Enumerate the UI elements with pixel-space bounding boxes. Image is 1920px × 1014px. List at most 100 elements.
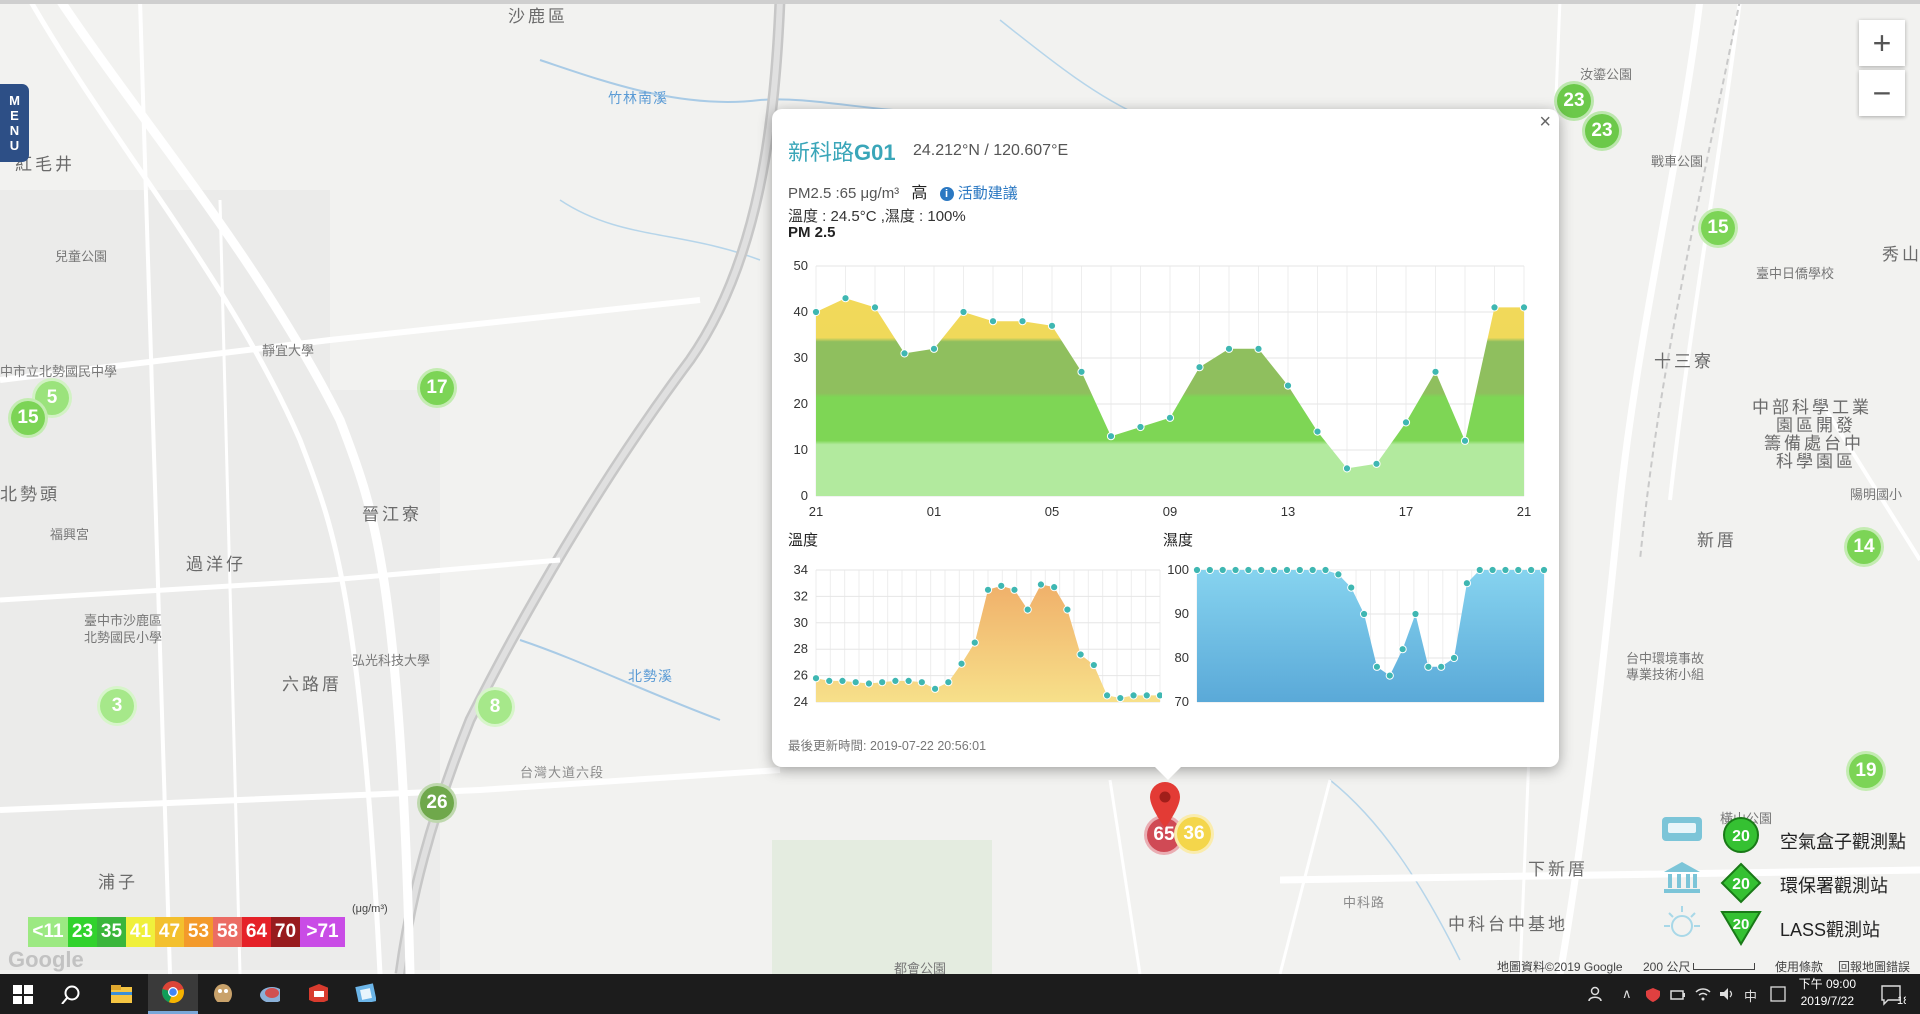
y-tick-label: 0 [801, 488, 808, 503]
map-scale-bar [1693, 963, 1755, 970]
menu-letter: N [9, 123, 20, 138]
station-marker[interactable]: 17 [417, 368, 457, 408]
data-point [1116, 693, 1125, 703]
epa-marker-icon: 20 [1720, 862, 1762, 904]
place-label: 中部科學工業 [1752, 398, 1872, 418]
data-point [1431, 367, 1440, 376]
area-fill [816, 298, 1524, 496]
data-point [917, 678, 926, 687]
place-label: 北勢國民小學 [84, 631, 163, 646]
map-data-credit: 地圖資料©2019 Google [1497, 960, 1623, 974]
place-label: 陽明國小 [1850, 488, 1903, 503]
place-label: 北勢頭 [0, 485, 60, 505]
data-point [851, 678, 860, 687]
scale-level: 41 [126, 917, 155, 947]
station-name: 新科路G01 [788, 135, 896, 167]
app-icon[interactable] [306, 982, 328, 1002]
x-tick-label: 01 [927, 504, 941, 519]
security-shield-icon[interactable] [1645, 987, 1661, 1003]
data-point [957, 659, 966, 668]
station-marker[interactable]: 15 [8, 398, 48, 438]
data-point [811, 307, 821, 317]
close-icon[interactable]: × [1539, 111, 1551, 133]
data-point [1129, 691, 1138, 700]
station-marker[interactable]: 15 [1698, 208, 1738, 248]
windows-start-icon[interactable] [12, 984, 34, 1004]
station-marker[interactable]: 19 [1846, 751, 1886, 791]
menu-tab[interactable]: M E N U [0, 84, 29, 162]
place-label: 十三寮 [1654, 352, 1714, 372]
data-point [1398, 645, 1407, 654]
notification-icon[interactable]: 18 [1880, 984, 1906, 1006]
airbox-icon [1662, 817, 1702, 841]
place-label: 秀山 [1882, 245, 1920, 265]
report-error-link[interactable]: 回報地圖錯誤 [1838, 960, 1911, 974]
zoom-out-button[interactable]: − [1859, 70, 1905, 116]
battery-icon[interactable] [1670, 988, 1686, 1002]
last-updated: 最後更新時間: 2019-07-22 20:56:01 [788, 739, 987, 753]
data-point [988, 317, 998, 326]
popup-tail [1154, 766, 1182, 780]
location-pin-icon[interactable] [1148, 780, 1182, 830]
ime-pad-icon[interactable] [1770, 986, 1786, 1002]
ime-indicator[interactable]: 中 [1744, 989, 1758, 1004]
place-label: 都會公園 [894, 962, 947, 974]
data-point [878, 678, 887, 687]
terms-link[interactable]: 使用條款 [1775, 960, 1824, 974]
place-label: 專業技術小組 [1626, 668, 1705, 683]
data-point [1257, 565, 1266, 575]
volume-icon[interactable] [1718, 986, 1736, 1002]
scale-level: <11 [28, 917, 68, 947]
data-point [811, 674, 821, 683]
wifi-icon[interactable] [1694, 986, 1712, 1002]
data-point [904, 676, 913, 685]
scale-level: 58 [213, 917, 242, 947]
x-tick-label: 09 [1163, 504, 1177, 519]
scale-level: 64 [242, 917, 271, 947]
epa-station-icon [1664, 862, 1700, 893]
station-marker[interactable]: 36 [1174, 814, 1214, 854]
pm-scale-legend: <11 23 35 41 47 53 58 64 70 >71 [28, 917, 345, 947]
place-label: 園區開發 [1776, 416, 1856, 436]
scale-level: 53 [184, 917, 213, 947]
app-icon[interactable] [354, 982, 376, 1002]
station-marker[interactable]: 23 [1582, 111, 1622, 151]
y-tick-label: 26 [794, 668, 808, 683]
station-marker[interactable]: 23 [1554, 81, 1594, 121]
y-tick-label: 20 [794, 396, 808, 411]
y-tick-label: 30 [794, 350, 808, 365]
taskbar-clock[interactable]: 下午 09:00 2019/7/22 [1799, 976, 1856, 1010]
station-marker[interactable]: 26 [417, 783, 457, 823]
place-label: 下新厝 [1528, 860, 1588, 880]
airbox-marker-icon: 20 [1723, 817, 1759, 853]
google-logo[interactable]: Google [8, 947, 84, 972]
place-label: 科學園區 [1776, 452, 1856, 472]
data-point [1490, 303, 1499, 312]
station-marker[interactable]: 14 [1844, 527, 1884, 567]
advice-link[interactable]: i 活動建議 [939, 185, 1018, 202]
y-tick-label: 30 [794, 615, 808, 630]
data-point [1462, 579, 1471, 588]
data-point [1165, 413, 1175, 422]
advice-label: 活動建議 [957, 185, 1018, 202]
tray-chevron-icon[interactable]: ∧ [1622, 986, 1632, 1001]
people-icon[interactable] [1588, 985, 1606, 1003]
scale-level: 47 [155, 917, 184, 947]
search-icon[interactable] [60, 984, 82, 1004]
data-point [1308, 565, 1317, 575]
file-explorer-icon[interactable] [110, 983, 132, 1003]
app-icon[interactable] [258, 982, 280, 1002]
station-marker[interactable]: 3 [97, 686, 137, 726]
data-point [1076, 650, 1085, 659]
place-label: 新厝 [1697, 531, 1737, 551]
station-marker[interactable]: 8 [475, 687, 515, 727]
data-point [1010, 585, 1019, 594]
area-fill [1197, 570, 1544, 702]
data-point [1077, 367, 1086, 376]
data-point [1295, 565, 1304, 575]
chrome-taskbar-button[interactable] [148, 974, 198, 1014]
data-point [1106, 432, 1116, 441]
zoom-in-button[interactable]: + [1859, 20, 1905, 66]
data-point [1313, 427, 1322, 436]
app-icon[interactable] [210, 982, 232, 1002]
